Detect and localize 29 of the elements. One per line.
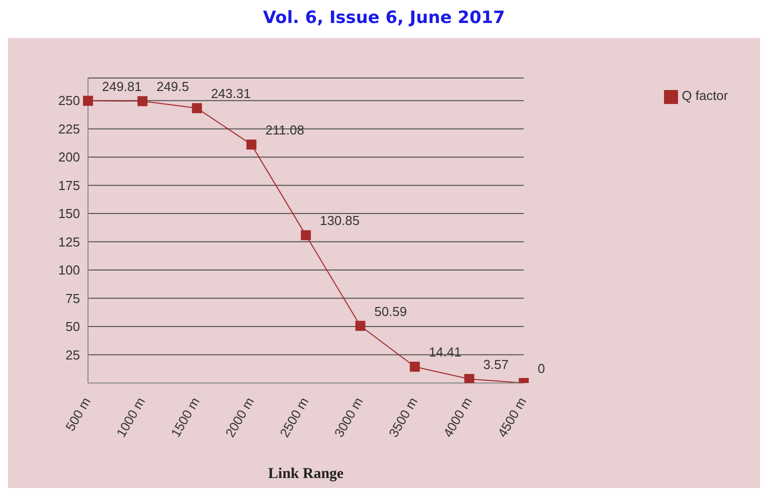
point bbox=[192, 103, 202, 114]
point bbox=[300, 230, 311, 240]
y-tick-label: 200 bbox=[58, 150, 80, 165]
legend-label: Q factor bbox=[682, 88, 728, 103]
data-label: 3.57 bbox=[483, 356, 509, 372]
data-label: 0 bbox=[538, 361, 545, 376]
y-tick-label: 250 bbox=[58, 93, 80, 108]
x-tick-label: 500 m bbox=[62, 394, 94, 434]
y-tick-label: 225 bbox=[58, 121, 80, 136]
point bbox=[83, 96, 93, 106]
data-label: 249.5 bbox=[156, 79, 190, 94]
x-axis-title: Link Range bbox=[268, 466, 344, 482]
point bbox=[246, 140, 256, 150]
text: Vol. 6, Issue 6, June 2017 bbox=[262, 8, 506, 30]
y-tick-label: 150 bbox=[58, 206, 80, 222]
y-tick-label: 75 bbox=[66, 290, 80, 306]
y-tick-label: 100 bbox=[58, 262, 80, 278]
data-label: 243.31 bbox=[210, 86, 251, 102]
y-tick-label: 50 bbox=[66, 319, 80, 334]
y-tick-label: 175 bbox=[58, 178, 80, 193]
point bbox=[137, 96, 148, 106]
data-label: 249.81 bbox=[102, 78, 142, 94]
point bbox=[464, 374, 474, 383]
data-label: 130.85 bbox=[320, 213, 360, 228]
y-tick-label: 25 bbox=[66, 347, 80, 362]
point bbox=[355, 320, 366, 331]
data-label: 50.59 bbox=[374, 304, 407, 319]
point bbox=[410, 362, 420, 372]
y-tick-label: 125 bbox=[58, 234, 80, 250]
